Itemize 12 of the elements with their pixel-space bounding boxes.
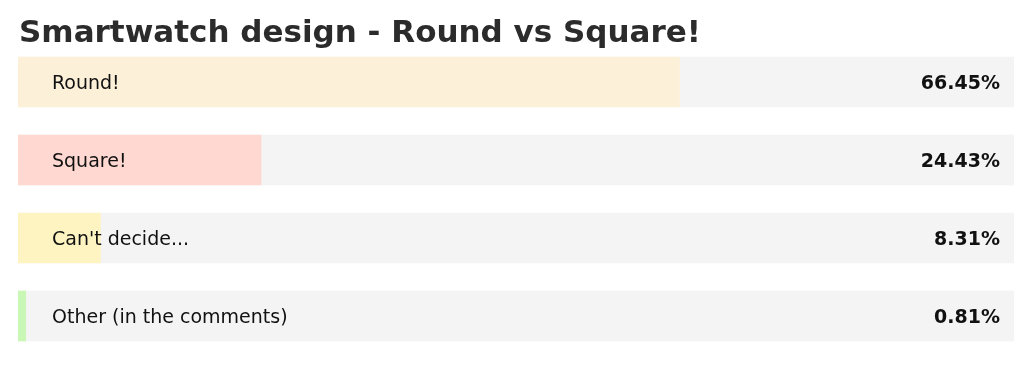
y-tick-label: Square!: [52, 149, 127, 171]
y-tick-label: Can't decide...: [52, 227, 190, 249]
bar: [18, 134, 262, 186]
data-label: 0.81%: [934, 305, 1000, 327]
chart-title: Smartwatch design - Round vs Square!: [19, 12, 701, 49]
data-label: 24.43%: [920, 149, 1000, 171]
y-tick-label: Other (in the comments): [52, 305, 288, 327]
y-tick-label: Round!: [52, 71, 120, 93]
data-label: 66.45%: [920, 71, 1000, 93]
bar: [18, 212, 101, 264]
bar: [18, 290, 27, 342]
data-label: 8.31%: [934, 227, 1000, 249]
